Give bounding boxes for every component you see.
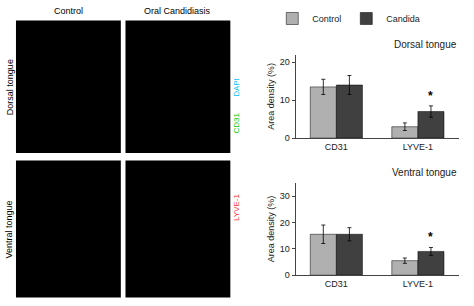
svg-text:Control: Control [312, 14, 341, 24]
svg-text:20: 20 [280, 218, 290, 228]
svg-text:*: * [428, 89, 433, 103]
svg-text:LYVE-1: LYVE-1 [403, 279, 433, 289]
svg-text:CD31: CD31 [325, 279, 348, 289]
svg-text:Candida: Candida [386, 14, 420, 24]
svg-text:LYVE-1: LYVE-1 [403, 142, 433, 152]
svg-text:10: 10 [280, 244, 290, 254]
svg-text:CD31: CD31 [232, 113, 241, 134]
svg-text:Area density (%): Area density (%) [266, 196, 276, 263]
svg-text:30: 30 [280, 191, 290, 201]
svg-text:Area density (%): Area density (%) [266, 63, 276, 130]
svg-text:Dorsal tongue: Dorsal tongue [5, 59, 15, 115]
svg-text:Ventral tongue: Ventral tongue [4, 200, 14, 258]
svg-text:20: 20 [280, 57, 290, 67]
svg-text:Dorsal tongue: Dorsal tongue [394, 39, 457, 50]
svg-text:LYVE-1: LYVE-1 [232, 194, 241, 222]
svg-text:Ventral tongue: Ventral tongue [392, 167, 457, 178]
svg-text:*: * [428, 230, 433, 244]
svg-text:0: 0 [285, 270, 290, 280]
svg-text:0: 0 [285, 133, 290, 143]
svg-text:Oral Candidiasis: Oral Candidiasis [144, 6, 211, 16]
svg-text:Control: Control [54, 6, 83, 16]
svg-text:CD31: CD31 [325, 142, 348, 152]
svg-text:DAPI: DAPI [232, 78, 241, 97]
svg-text:10: 10 [280, 95, 290, 105]
